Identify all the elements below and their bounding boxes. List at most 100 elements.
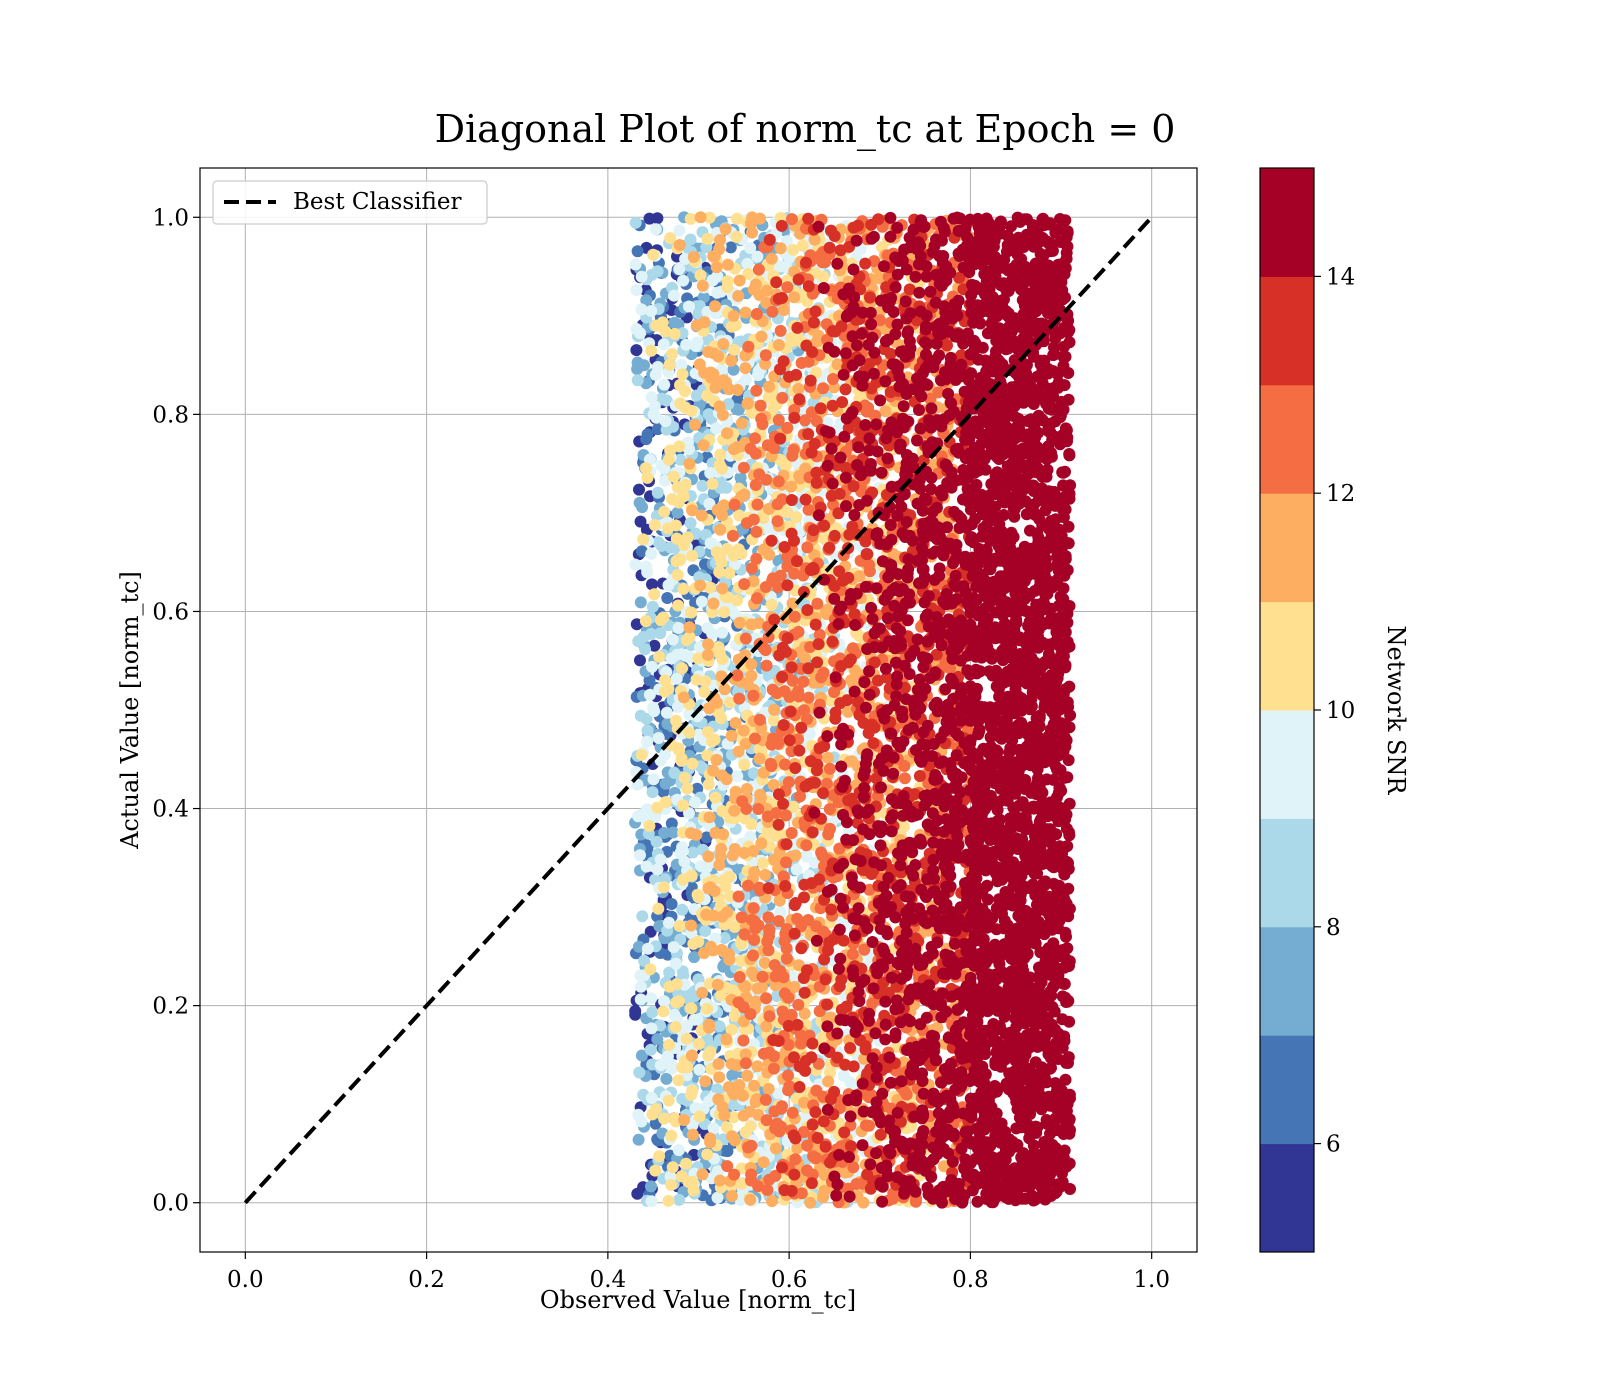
scatter-point — [731, 669, 744, 682]
scatter-point — [641, 724, 654, 737]
scatter-point — [687, 251, 700, 263]
scatter-point — [780, 856, 792, 869]
scatter-point — [795, 1187, 808, 1200]
scatter-point — [645, 1022, 658, 1035]
scatter-point — [675, 1170, 688, 1183]
scatter-point — [737, 1034, 750, 1047]
scatter-point — [826, 635, 839, 648]
scatter-point — [634, 849, 646, 862]
scatter-point — [646, 1108, 659, 1121]
scatter-point — [757, 1156, 770, 1169]
scatter-point — [756, 857, 769, 870]
scatter-point — [790, 511, 803, 524]
scatter-point — [672, 496, 685, 509]
scatter-point — [649, 223, 662, 236]
scatter-point — [660, 706, 673, 719]
scatter-point — [629, 216, 642, 229]
scatter-point — [717, 374, 730, 387]
scatter-point — [635, 1049, 648, 1062]
scatter-point — [718, 606, 731, 619]
scatter-point — [750, 384, 763, 397]
scatter-point — [745, 1174, 757, 1187]
scatter-point — [690, 319, 703, 332]
scatter-point — [639, 615, 652, 628]
scatter-point — [665, 817, 678, 830]
scatter-point — [807, 1150, 820, 1163]
scatter-point — [690, 673, 703, 686]
scatter-point — [714, 1174, 726, 1187]
scatter-point — [647, 701, 660, 714]
scatter-point — [768, 1105, 781, 1118]
scatter-point — [668, 1008, 681, 1021]
scatter-point — [667, 941, 680, 954]
scatter-point — [815, 671, 828, 684]
scatter-point — [672, 318, 685, 331]
scatter-point — [716, 462, 728, 475]
scatter-point — [632, 940, 645, 953]
scatter-point — [669, 519, 682, 532]
scatter-point — [704, 371, 717, 384]
scatter-point — [738, 758, 751, 771]
scatter-point — [686, 549, 699, 562]
scatter-point — [763, 233, 776, 246]
scatter-point — [774, 242, 787, 255]
scatter-point — [816, 849, 829, 862]
scatter-point — [756, 418, 769, 431]
scatter-point — [679, 385, 691, 398]
scatter-point — [646, 786, 659, 799]
scatter-point — [779, 758, 791, 771]
scatter-point — [731, 393, 744, 406]
scatter-point — [767, 1062, 780, 1075]
scatter-point — [634, 596, 647, 609]
scatter-point — [708, 885, 721, 897]
scatter-point — [759, 581, 772, 593]
scatter-point — [666, 1161, 679, 1174]
scatter-point — [645, 1195, 658, 1208]
scatter-point — [725, 1058, 738, 1071]
scatter-point — [644, 925, 657, 938]
scatter-point — [714, 448, 727, 461]
scatter-point — [635, 808, 648, 821]
scatter-point — [679, 479, 692, 492]
scatter-point — [731, 441, 744, 454]
scatter-point — [651, 1033, 664, 1046]
scatter-point — [645, 1180, 657, 1193]
scatter-point — [672, 1074, 685, 1087]
scatter-point — [699, 925, 712, 937]
scatter-point — [701, 726, 714, 738]
scatter-point — [817, 270, 830, 283]
scatter-point — [683, 621, 696, 634]
scatter-point — [635, 545, 648, 558]
scatter-point — [787, 444, 800, 456]
scatter-point — [701, 232, 714, 245]
scatter-point — [637, 533, 650, 546]
scatter-point — [723, 870, 736, 883]
scatter-point — [701, 1148, 714, 1161]
scatter-point — [659, 777, 672, 790]
scatter-point — [649, 1164, 662, 1177]
scatter-point — [745, 818, 758, 831]
scatter-point — [804, 1196, 817, 1209]
scatter-point — [654, 1059, 667, 1072]
scatter-point — [703, 811, 716, 824]
scatter-point — [652, 732, 665, 744]
scatter-point — [761, 810, 774, 823]
scatter-point — [713, 566, 726, 579]
scatter-point — [699, 1075, 712, 1088]
scatter-point — [678, 1114, 691, 1126]
scatter-point — [769, 970, 782, 983]
scatter-point — [785, 827, 798, 839]
scatter-point — [753, 713, 766, 726]
scatter-point — [733, 616, 746, 629]
scatter-point — [686, 1049, 699, 1062]
scatter-point — [641, 942, 654, 955]
scatter-point — [755, 330, 768, 343]
scatter-point — [742, 1141, 755, 1154]
scatter-point — [742, 879, 754, 892]
scatter-point — [657, 338, 670, 351]
scatter-point — [898, 772, 911, 785]
scatter-point — [680, 1157, 693, 1170]
scatter-point — [733, 692, 746, 705]
scatter-point — [694, 269, 707, 282]
scatter-point — [660, 1072, 673, 1085]
